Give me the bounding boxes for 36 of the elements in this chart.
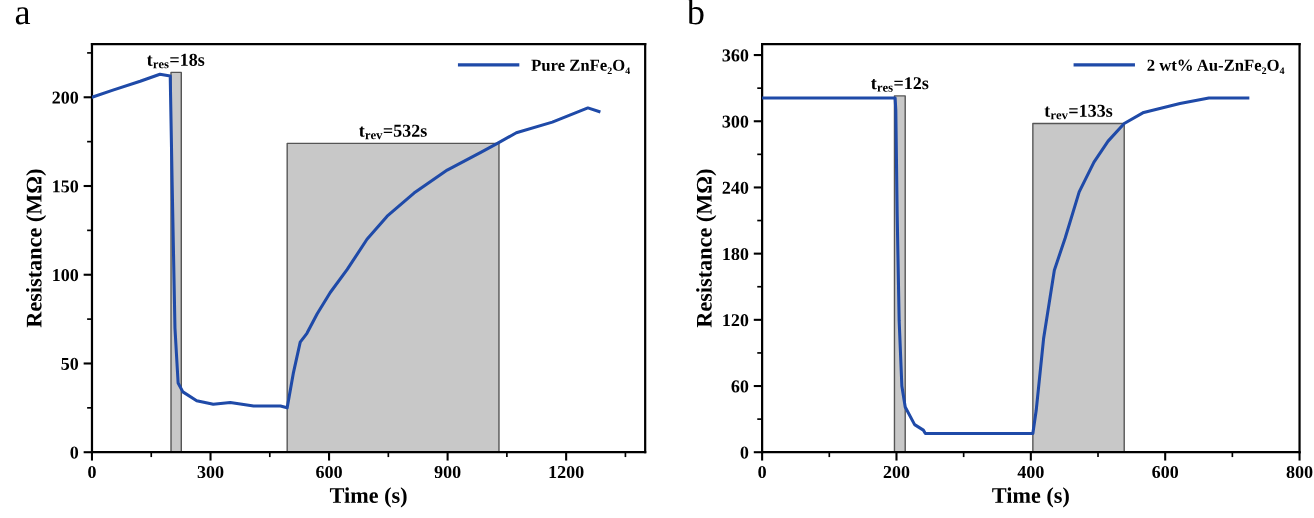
chart-title: b [686,0,704,25]
y-tick-label: 100 [53,269,79,282]
x-axis-title: Time (s) [992,487,1069,508]
x-axis-title: Time (s) [329,487,407,508]
annotation: t$_{rev}$=133s [1044,104,1113,120]
y-tick-label: 360 [722,49,749,62]
x-tick-label: 0 [88,465,96,479]
chart-title: a [15,7,31,25]
x-tick-label: 0 [758,465,766,479]
y-tick-label: 300 [722,115,749,128]
x-tick-label: 800 [1286,465,1313,479]
y-tick-label: 120 [723,314,749,327]
y-tick-label: 180 [723,247,749,261]
y-tick-label: 60 [731,380,749,393]
y-axis-title: Resistance (MΩ) [25,169,47,328]
x-tick-label: 300 [197,465,224,479]
x-tick-label: 600 [1152,465,1179,479]
legend-label: Pure ZnFe₂O₄ [531,59,631,75]
y-tick-label: 0 [70,446,79,459]
x-tick-label: 200 [883,465,910,479]
y-tick-label: 240 [722,181,749,194]
x-tick-label: 1200 [549,465,584,479]
y-tick-label: 50 [61,357,79,370]
y-tick-label: 200 [52,91,79,104]
legend-label: 2 wt% Au-ZnFe₂O₄ [1147,59,1285,75]
line-series [762,96,1250,435]
y-axis-title: Resistance (MΩ) [696,169,717,328]
y-tick-label: 150 [53,180,79,193]
line-series [91,72,601,410]
y-tick-label: 0 [740,446,749,459]
annotation: t$_{res}$=18s [146,53,205,69]
x-tick-label: 400 [1017,465,1044,479]
annotation: t$_{res}$=12s [871,77,929,92]
x-tick-label: 900 [434,465,461,479]
x-tick-label: 600 [316,465,342,479]
annotation: t$_{rev}$=532s [359,124,427,140]
